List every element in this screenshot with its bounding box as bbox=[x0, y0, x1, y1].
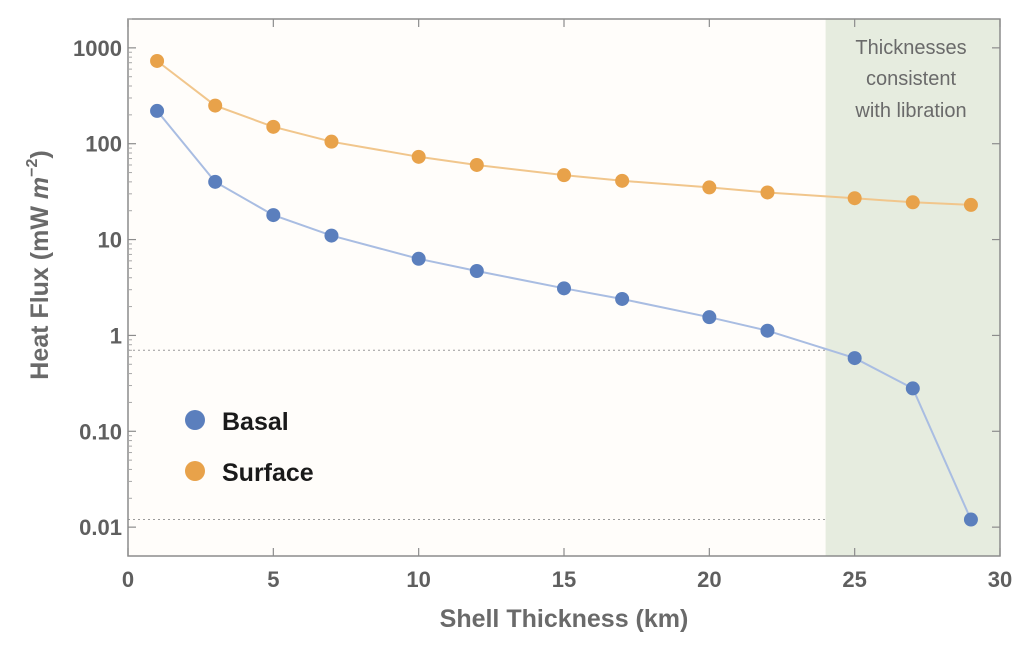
data-point-surface bbox=[847, 191, 862, 206]
x-tick-label: 5 bbox=[267, 567, 279, 592]
x-tick-label: 25 bbox=[842, 567, 866, 592]
data-point-basal bbox=[847, 351, 862, 366]
data-point-surface bbox=[469, 157, 484, 172]
shaded-region-annotation: Thicknesses consistent with libration bbox=[854, 37, 966, 122]
data-point-basal bbox=[557, 281, 571, 296]
data-point-basal bbox=[963, 512, 978, 527]
data-point-surface bbox=[760, 185, 775, 200]
y-tick-label: 1 bbox=[110, 323, 122, 348]
y-tick-label: 100 bbox=[85, 132, 122, 157]
legend-label-basal: Basal bbox=[222, 408, 289, 436]
data-point-surface bbox=[615, 173, 630, 188]
data-point-surface bbox=[702, 180, 717, 195]
legend: Basal Surface bbox=[185, 408, 314, 487]
data-point-basal bbox=[208, 174, 223, 189]
data-point-surface bbox=[557, 168, 571, 183]
y-axis-title: Heat Flux (mW m−2) bbox=[24, 150, 54, 379]
data-point-surface bbox=[411, 149, 426, 164]
x-axis-title: Shell Thickness (km) bbox=[440, 605, 689, 633]
data-point-basal bbox=[615, 291, 630, 306]
y-axis-title-exponent: −2 bbox=[24, 159, 41, 177]
y-tick-label: 10 bbox=[98, 228, 122, 253]
data-point-surface bbox=[266, 119, 281, 134]
annotation-line-2: consistent bbox=[866, 68, 956, 90]
annotation-line-1: Thicknesses bbox=[855, 37, 966, 59]
data-point-surface bbox=[208, 98, 223, 113]
y-tick-label: 0.10 bbox=[79, 419, 122, 444]
data-point-basal bbox=[324, 228, 339, 243]
legend-marker-basal bbox=[185, 410, 205, 430]
data-point-basal bbox=[760, 323, 775, 338]
data-point-basal bbox=[150, 103, 165, 118]
data-point-basal bbox=[702, 310, 717, 325]
data-point-surface bbox=[963, 197, 978, 212]
x-tick-label: 30 bbox=[988, 567, 1012, 592]
y-axis-title-main: Heat Flux (mW bbox=[26, 199, 54, 380]
annotation-line-3: with libration bbox=[854, 100, 966, 122]
x-tick-label: 20 bbox=[697, 567, 721, 592]
data-point-basal bbox=[411, 251, 426, 266]
x-tick-label: 0 bbox=[122, 567, 134, 592]
legend-label-surface: Surface bbox=[222, 459, 314, 487]
y-tick-label: 1000 bbox=[73, 36, 122, 61]
data-point-basal bbox=[266, 208, 281, 223]
data-point-surface bbox=[324, 134, 339, 149]
x-tick-label: 10 bbox=[406, 567, 430, 592]
data-point-surface bbox=[905, 195, 920, 210]
data-point-basal bbox=[905, 381, 920, 396]
legend-marker-surface bbox=[185, 461, 205, 481]
y-axis-title-close: ) bbox=[26, 150, 54, 158]
y-tick-label: 0.01 bbox=[79, 515, 122, 540]
y-axis-title-unit: m bbox=[26, 177, 54, 199]
data-point-basal bbox=[469, 264, 484, 279]
x-tick-label: 15 bbox=[552, 567, 576, 592]
data-point-surface bbox=[150, 53, 165, 68]
libration-shaded-region bbox=[825, 19, 1000, 556]
